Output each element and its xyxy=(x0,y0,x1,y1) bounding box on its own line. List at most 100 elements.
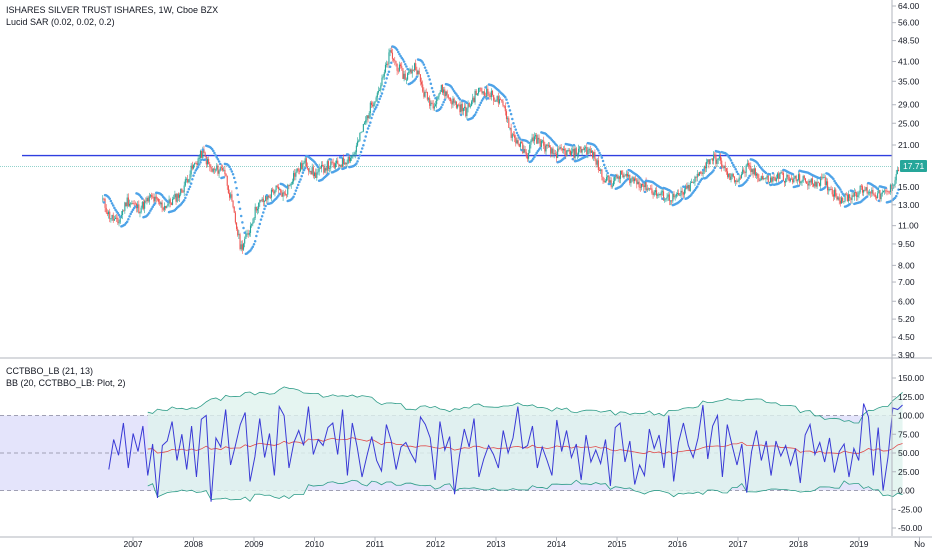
candle-body xyxy=(341,157,343,167)
sar-dot xyxy=(477,106,480,109)
candle-body xyxy=(679,195,681,197)
sar-dot xyxy=(456,94,459,98)
candle-body xyxy=(629,174,631,184)
sar-dot xyxy=(262,211,265,214)
sar-dot xyxy=(239,214,243,218)
sar-dot xyxy=(680,197,684,201)
candle-body xyxy=(409,69,411,72)
osc-legend: CCTBBO_LB (21, 13) BB (20, CCTBBO_LB: Pl… xyxy=(6,365,126,389)
candle-body xyxy=(169,199,171,204)
sar-legend[interactable]: Lucid SAR (0.02, 0.02, 0.2) xyxy=(6,17,115,27)
sar-dot xyxy=(797,184,800,188)
candle-body xyxy=(491,90,494,96)
candle-body xyxy=(178,194,181,198)
sar-dot xyxy=(340,156,343,159)
candle-body xyxy=(892,186,894,190)
candle-body xyxy=(875,197,878,199)
candle-body xyxy=(686,185,688,189)
candle-body xyxy=(535,135,537,137)
candle-body xyxy=(344,162,346,165)
sar-dot xyxy=(433,94,436,97)
candle-body xyxy=(714,154,716,156)
sar-dot xyxy=(661,197,664,201)
sar-dot xyxy=(371,113,374,116)
sar-dot xyxy=(516,134,520,137)
candle-body xyxy=(395,60,397,64)
candle-body xyxy=(414,63,416,71)
candle-body xyxy=(170,203,172,205)
candle-body xyxy=(235,222,238,229)
candle-body xyxy=(423,91,425,97)
candle-body xyxy=(105,207,107,213)
sar-dot xyxy=(238,207,242,210)
candle-body xyxy=(519,142,521,147)
candle-body xyxy=(251,224,253,226)
price-tick-label: 7.00 xyxy=(898,277,915,287)
candle-body xyxy=(671,200,673,202)
candle-body xyxy=(445,91,447,97)
candle-body xyxy=(888,191,890,193)
horizontal-line-group[interactable] xyxy=(0,154,892,167)
time-tick-label: 2007 xyxy=(124,539,143,549)
candle-body xyxy=(145,200,147,202)
candle-body xyxy=(265,195,267,202)
sar-dot xyxy=(848,202,851,206)
candle-body xyxy=(275,185,277,191)
candle-body xyxy=(587,150,589,155)
candle-body xyxy=(249,225,252,233)
sar-dot xyxy=(602,163,606,167)
sar-dot xyxy=(364,135,367,138)
sar-dot xyxy=(117,213,121,217)
sar-dot xyxy=(431,90,435,94)
candle-body xyxy=(639,187,641,189)
candle-body xyxy=(131,203,133,204)
candle-body xyxy=(165,206,167,209)
candle-body xyxy=(273,191,275,194)
candle-body xyxy=(596,160,598,165)
sar-dot xyxy=(404,62,407,66)
candle-body xyxy=(322,164,324,167)
candle-body xyxy=(233,206,235,213)
candle-body xyxy=(313,172,316,177)
candle-body xyxy=(865,187,867,191)
candle-body xyxy=(415,63,417,71)
sar-dot xyxy=(215,156,219,159)
sar-dot xyxy=(424,69,428,72)
candle-body xyxy=(603,180,605,183)
candle-body xyxy=(889,184,891,192)
cctbbo-legend[interactable]: CCTBBO_LB (21, 13) xyxy=(6,366,94,376)
bb-legend[interactable]: BB (20, CCTBBO_LB: Plot, 2) xyxy=(6,378,126,388)
candle-body xyxy=(547,145,549,147)
sar-dot xyxy=(383,84,386,88)
sar-dot xyxy=(770,183,773,187)
candle-body xyxy=(559,147,561,149)
sar-dot xyxy=(214,154,217,157)
candle-body xyxy=(781,172,783,174)
candle-body xyxy=(240,244,242,250)
chart-title[interactable]: ISHARES SILVER TRUST ISHARES, 1W, Cboe B… xyxy=(6,5,219,15)
sar-dot xyxy=(697,182,700,186)
candle-body xyxy=(609,180,611,183)
candle-body xyxy=(797,174,800,180)
candle-body xyxy=(510,127,512,138)
sar-dot xyxy=(851,190,855,193)
osc-tick-label: 0.00 xyxy=(898,486,915,496)
sar-dot xyxy=(518,136,521,139)
price-tick-label: 64.00 xyxy=(898,1,920,11)
candle-body xyxy=(187,179,189,183)
candles xyxy=(102,46,900,254)
candle-body xyxy=(329,168,331,169)
main-legend: ISHARES SILVER TRUST ISHARES, 1W, Cboe B… xyxy=(6,4,218,28)
candle-body xyxy=(281,192,283,197)
sar-dot xyxy=(264,204,267,208)
sar-dot xyxy=(507,105,511,108)
time-tick-label: 2010 xyxy=(305,539,324,549)
candle-body xyxy=(446,91,448,96)
candle-body xyxy=(896,169,898,174)
candle-body xyxy=(291,181,293,184)
sar-dot xyxy=(520,148,523,152)
candle-body xyxy=(327,161,330,169)
sar-dots xyxy=(102,45,900,256)
candle-body xyxy=(664,199,666,201)
